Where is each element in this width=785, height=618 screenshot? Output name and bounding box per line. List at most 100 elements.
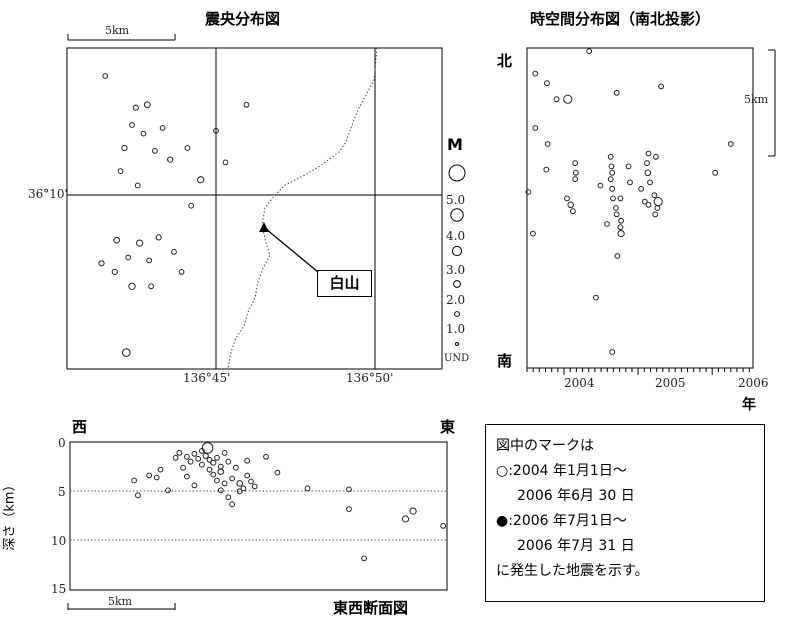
depth-point	[229, 501, 236, 508]
spacetime-point	[617, 224, 624, 231]
spacetime-point	[572, 176, 579, 183]
spacetime-point	[609, 169, 616, 176]
depth-tick-10: 10	[51, 534, 67, 548]
year-label-2006: 2006	[738, 376, 769, 390]
spacetime-point	[644, 160, 650, 167]
epicenter-point	[140, 130, 147, 137]
spacetime-point	[644, 169, 652, 177]
epicenter-point	[136, 239, 144, 247]
epicenter-point	[117, 168, 124, 175]
epicenter-point	[167, 156, 174, 163]
epicenter-point	[222, 159, 229, 166]
magnitude-legend-header: M	[447, 135, 463, 154]
epicenter-scale-bar	[67, 34, 176, 41]
spacetime-point	[570, 208, 576, 215]
south-label: 南	[497, 352, 513, 370]
legend-line-2: ○:2004 年1月1日～	[496, 463, 627, 479]
depth-point	[233, 464, 239, 471]
year-axis-label: 年	[742, 397, 756, 413]
epicenter-point	[128, 282, 136, 290]
spacetime-point	[573, 169, 579, 176]
depth-point	[304, 485, 311, 492]
spacetime-point	[608, 163, 615, 170]
spacetime-point	[613, 211, 620, 218]
magnitude-label-und: UND	[444, 353, 470, 364]
depth-point	[217, 487, 224, 494]
spacetime-scale-bar	[768, 49, 776, 157]
year-label-2004: 2004	[564, 376, 595, 390]
depth-point	[180, 464, 187, 471]
spacetime-point	[593, 294, 599, 301]
legend-line-6: に発生した地震を示す。	[496, 563, 649, 579]
spacetime-point	[651, 192, 658, 199]
epicenter-point	[152, 148, 158, 154]
epicenter-point	[143, 101, 151, 109]
epicenter-point	[121, 144, 128, 152]
depth-point	[214, 454, 220, 461]
spacetime-point	[563, 94, 573, 104]
spacetime-point	[613, 89, 620, 96]
depth-point	[263, 453, 269, 460]
epicenter-point	[98, 260, 105, 267]
depth-point	[206, 466, 213, 473]
longitude-label-1: 136°45'	[183, 371, 231, 385]
epicenter-map-frame	[66, 47, 443, 370]
north-label: 北	[497, 52, 513, 70]
spacetime-point	[604, 221, 610, 227]
magnitude-label-2: 2.0	[446, 293, 466, 307]
depth-point	[225, 458, 232, 465]
depth-point	[201, 442, 214, 454]
spacetime-point	[609, 185, 616, 192]
spacetime-plot-title: 時空間分布図（南北投影）	[530, 10, 711, 28]
year-label-2005: 2005	[655, 376, 686, 390]
magnitude-label-5: 5.0	[446, 193, 466, 207]
spacetime-point	[607, 153, 614, 160]
epicenter-point	[171, 248, 177, 255]
legend-line-5: 2006 年7月 31 日	[517, 538, 635, 554]
depth-point	[244, 457, 251, 464]
depth-point	[229, 475, 236, 482]
spacetime-point	[597, 182, 604, 189]
depth-point	[199, 461, 205, 468]
spacetime-point	[645, 201, 652, 208]
depth-point	[248, 478, 254, 485]
spacetime-plot-frame	[526, 47, 754, 369]
latitude-label: 36°10'	[28, 187, 68, 201]
depth-point	[172, 454, 179, 461]
spacetime-point	[572, 160, 579, 167]
spacetime-point	[614, 253, 621, 259]
spacetime-point	[625, 163, 632, 170]
longitude-label-2: 136°50'	[346, 371, 394, 385]
depth-tick-5: 5	[58, 485, 66, 499]
depth-point	[244, 472, 251, 479]
spacetime-point	[613, 205, 619, 211]
spacetime-point	[647, 179, 653, 186]
depth-point	[184, 453, 190, 460]
depth-point	[206, 456, 213, 463]
epicenter-point	[132, 104, 139, 111]
depth-point	[240, 485, 247, 492]
spacetime-point	[653, 197, 663, 207]
spacetime-point	[641, 198, 648, 205]
spacetime-point	[617, 195, 624, 202]
cross-section-title: 東西断面図	[333, 599, 409, 617]
epicenter-point	[122, 348, 131, 357]
epicenter-point	[113, 236, 120, 244]
spacetime-scale-label: 5km	[744, 93, 769, 106]
marker-legend-box: 図中のマークは ○:2004 年1月1日～ 2006 年6月 30 日 ●:20…	[485, 424, 765, 602]
legend-line-4: ●:2006 年7月1日～	[496, 513, 627, 529]
epicenter-point	[178, 269, 185, 275]
spacetime-point	[525, 189, 532, 195]
volcano-callout-label: 白山	[317, 270, 372, 297]
depth-point	[184, 473, 190, 480]
depth-point	[409, 507, 417, 515]
spacetime-point	[607, 176, 614, 183]
spacetime-point	[645, 150, 652, 157]
depth-point	[153, 474, 160, 481]
spacetime-point	[654, 205, 661, 211]
spacetime-point	[617, 230, 625, 238]
depth-point	[361, 555, 368, 562]
spacetime-point	[586, 48, 593, 55]
depth-point	[191, 482, 198, 489]
